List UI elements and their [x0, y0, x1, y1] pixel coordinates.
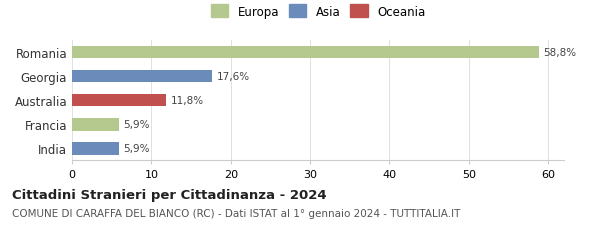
Text: Cittadini Stranieri per Cittadinanza - 2024: Cittadini Stranieri per Cittadinanza - 2…: [12, 188, 326, 201]
Text: 17,6%: 17,6%: [217, 72, 250, 82]
Text: 5,9%: 5,9%: [124, 144, 150, 154]
Text: 58,8%: 58,8%: [544, 48, 577, 58]
Bar: [72, 47, 539, 59]
Text: 5,9%: 5,9%: [124, 120, 150, 130]
Bar: [72, 142, 119, 155]
Bar: [72, 71, 212, 83]
Legend: Europa, Asia, Oceania: Europa, Asia, Oceania: [207, 2, 429, 22]
Text: COMUNE DI CARAFFA DEL BIANCO (RC) - Dati ISTAT al 1° gennaio 2024 - TUTTITALIA.I: COMUNE DI CARAFFA DEL BIANCO (RC) - Dati…: [12, 208, 460, 218]
Bar: [72, 118, 119, 131]
Bar: [72, 95, 166, 107]
Text: 11,8%: 11,8%: [170, 96, 203, 106]
